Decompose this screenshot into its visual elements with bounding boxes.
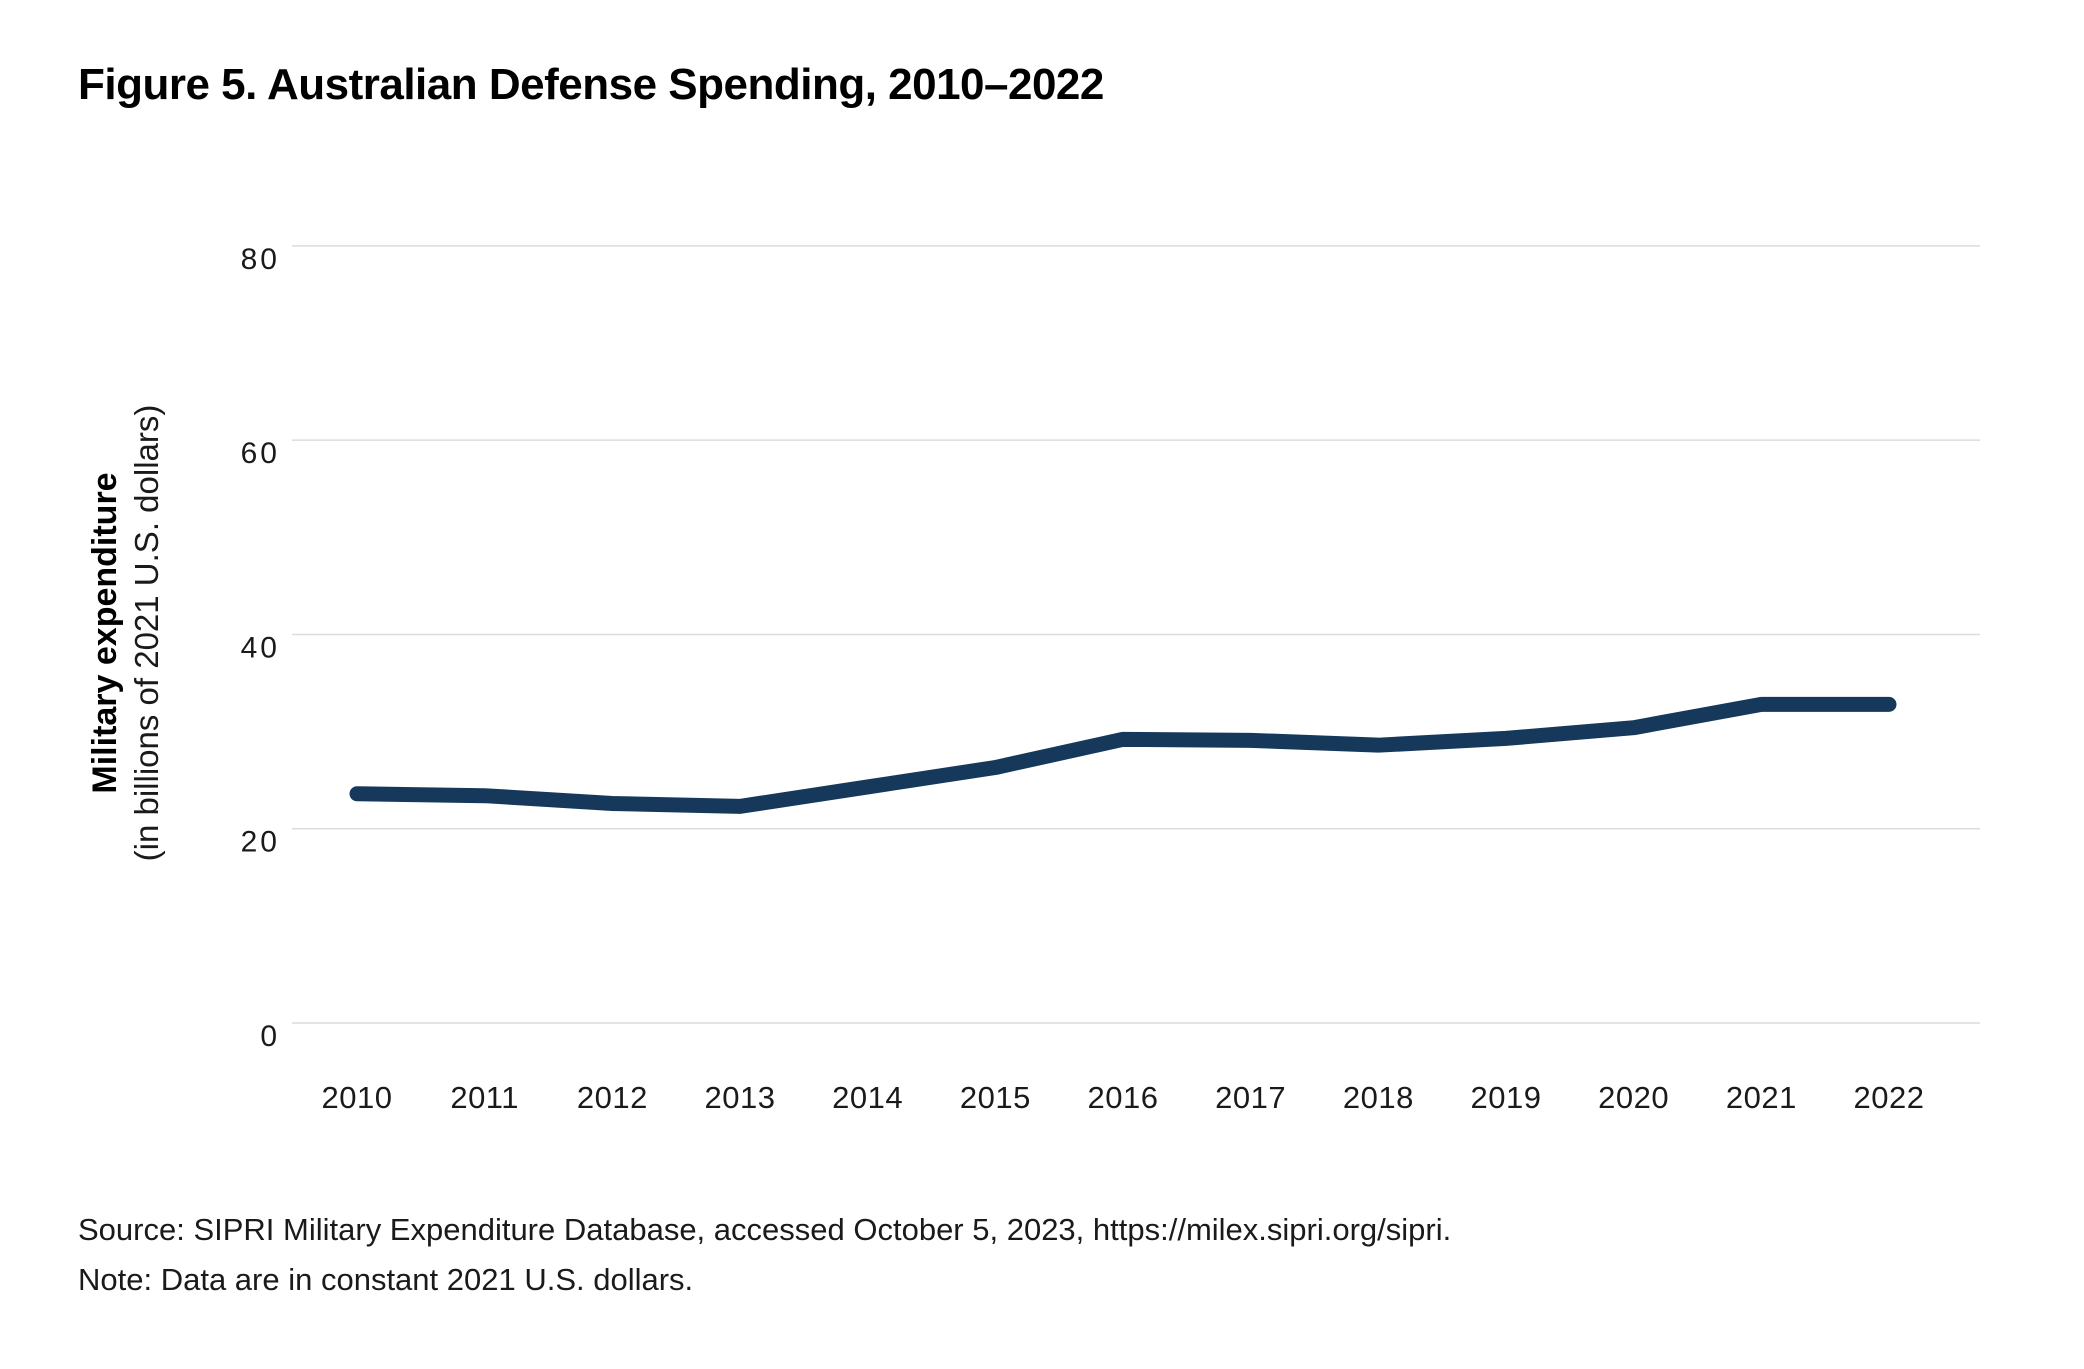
y-tick-label: 80	[241, 243, 280, 276]
x-tick-label: 2017	[1215, 1080, 1286, 1115]
x-tick-label: 2022	[1854, 1080, 1925, 1115]
x-tick-label: 2010	[322, 1080, 393, 1115]
y-tick-label: 40	[241, 631, 280, 664]
y-axis-title: Military expenditure (in billions of 202…	[86, 405, 165, 862]
y-axis-title-secondary: (in billions of 2021 U.S. dollars)	[128, 405, 165, 862]
x-tick-label: 2011	[450, 1080, 519, 1115]
y-tick-label: 60	[241, 437, 280, 470]
y-tick-label: 20	[241, 826, 280, 859]
x-tick-label: 2012	[577, 1080, 648, 1115]
x-tick-label: 2013	[705, 1080, 776, 1115]
x-tick-label: 2021	[1726, 1080, 1797, 1115]
x-tick-label: 2020	[1598, 1080, 1669, 1115]
figure-title: Figure 5. Australian Defense Spending, 2…	[78, 60, 1104, 109]
x-tick-label: 2015	[960, 1080, 1031, 1115]
y-tick-label: 0	[260, 1020, 280, 1053]
x-tick-label: 2016	[1088, 1080, 1159, 1115]
x-tick-labels-group: 2010 2011 2012 2013 2014 2015 2016 2017 2018 2019…	[322, 1080, 1925, 1115]
data-line	[349, 696, 1897, 814]
x-tick-label: 2014	[832, 1080, 903, 1115]
footnotes: Source: SIPRI Military Expenditure Datab…	[78, 1205, 1451, 1305]
y-axis-title-primary: Military expenditure	[86, 472, 124, 793]
x-tick-label: 2018	[1343, 1080, 1414, 1115]
y-tick-labels-group: 0 20 40 60 80	[241, 243, 280, 1053]
gridlines-group	[292, 245, 1980, 1024]
x-tick-label: 2019	[1471, 1080, 1542, 1115]
source-text: Source: SIPRI Military Expenditure Datab…	[78, 1212, 1452, 1247]
note-text: Note: Data are in constant 2021 U.S. dol…	[78, 1262, 694, 1298]
